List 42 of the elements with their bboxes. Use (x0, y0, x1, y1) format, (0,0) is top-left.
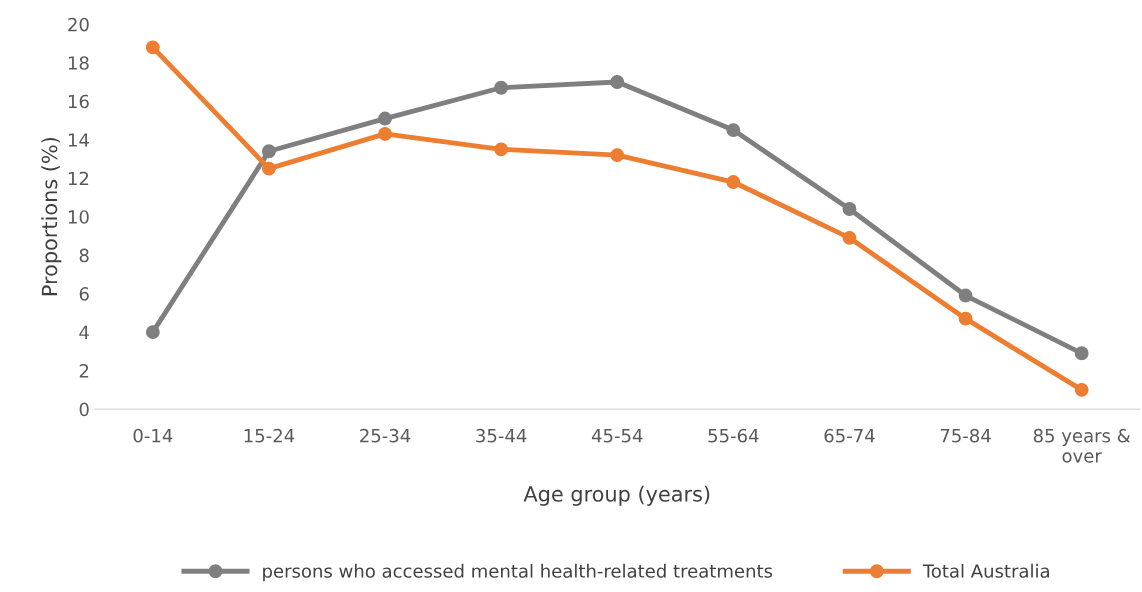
point (1074, 382, 1089, 397)
point (610, 75, 625, 89)
y-tick-label: 4 (79, 325, 89, 339)
y-tick-label: 14 (68, 133, 89, 147)
point (261, 161, 276, 176)
point (842, 230, 857, 245)
point (1074, 346, 1089, 361)
point (145, 40, 160, 55)
x-tick-label: 15-24 (244, 428, 295, 443)
y-tick-label: 2 (79, 364, 89, 378)
y-tick-label: 20 (68, 17, 89, 32)
x-tick-label: 0-14 (133, 428, 173, 443)
y-tick-label: 6 (79, 287, 89, 301)
x-tick-label: 45-54 (591, 429, 643, 443)
point (726, 175, 741, 189)
point (842, 202, 857, 216)
x-axis-title: Age group (years) (523, 485, 710, 506)
point (494, 142, 509, 157)
y-tick-label: 0 (79, 402, 89, 417)
x-tick-label: 65-74 (824, 428, 875, 443)
x-tick-label: 25-34 (360, 428, 411, 443)
legend-label: Total Australia (922, 563, 1049, 578)
y-tick-label: 10 (68, 210, 89, 224)
y-tick-label: 8 (79, 248, 89, 263)
point (378, 126, 392, 141)
y-tick-label: 16 (68, 94, 89, 109)
point (145, 325, 160, 340)
point (610, 148, 625, 163)
point (378, 111, 392, 126)
x-tick-label: 35-44 (476, 428, 527, 443)
x-tick-label: 75-84 (940, 428, 991, 443)
x-tick-label: 55-64 (708, 428, 759, 443)
y-tick-label: 18 (68, 56, 89, 70)
legend-label: persons who accessed mental health-related treatments (263, 563, 773, 582)
point (958, 288, 973, 303)
point (261, 144, 276, 159)
point (726, 123, 741, 138)
y-tick-label: 12 (68, 171, 89, 186)
point (494, 80, 509, 95)
y-axis-title: Proportions (%) (41, 137, 62, 296)
x-tick-label: 85 years & over (1033, 428, 1131, 463)
point (958, 311, 973, 326)
